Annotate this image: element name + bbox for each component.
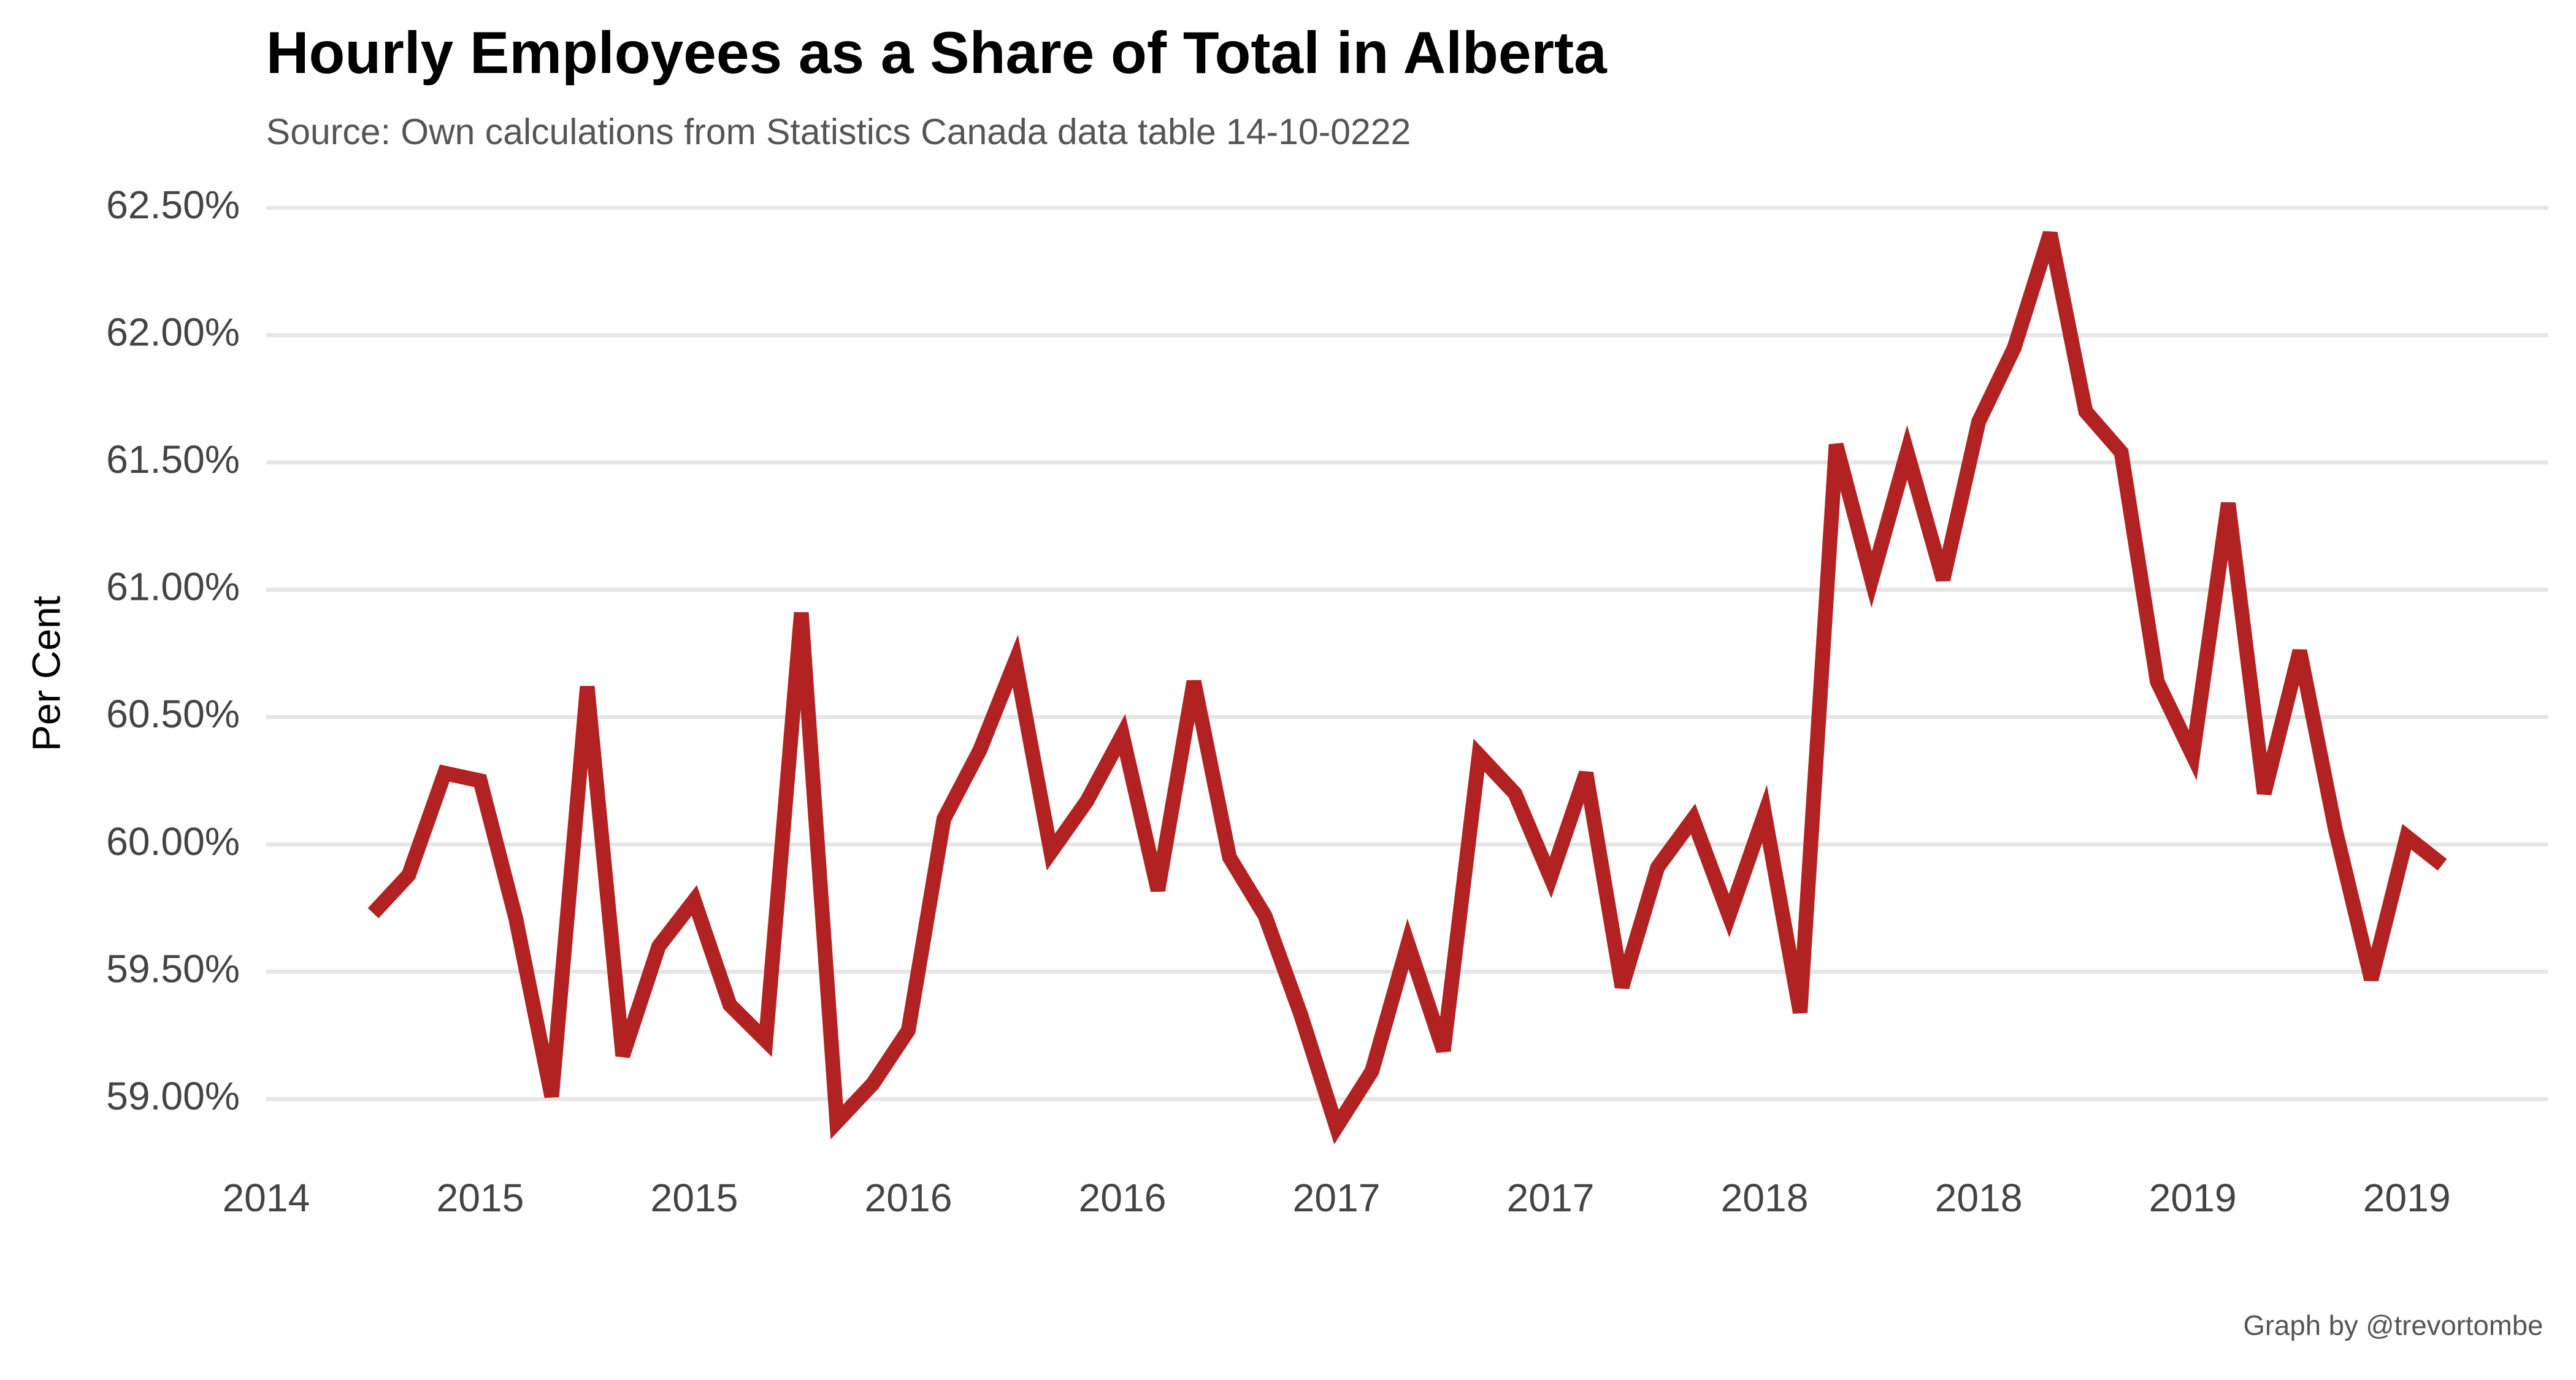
y-tick-label: 62.50%	[106, 183, 240, 227]
chart-subtitle: Source: Own calculations from Statistics…	[266, 112, 1411, 152]
chart-title: Hourly Employees as a Share of Total in …	[266, 20, 1608, 86]
x-tick-label: 2017	[1293, 1176, 1381, 1220]
data-line	[367, 231, 2447, 1144]
y-tick-label: 62.00%	[106, 310, 240, 354]
x-tick-label: 2015	[436, 1176, 524, 1220]
x-tick-label: 2017	[1507, 1176, 1595, 1220]
y-tick-label: 59.00%	[106, 1074, 240, 1118]
x-tick-label: 2014	[222, 1176, 310, 1220]
y-axis-label: Per Cent	[24, 596, 68, 751]
y-tick-label: 59.50%	[106, 946, 240, 991]
y-tick-label: 60.00%	[106, 819, 240, 864]
x-tick-label: 2018	[1721, 1176, 1809, 1220]
x-tick-label: 2019	[2149, 1176, 2237, 1220]
x-tick-label: 2019	[2363, 1176, 2451, 1220]
y-tick-label: 61.50%	[106, 437, 240, 481]
y-tick-label: 61.00%	[106, 565, 240, 609]
x-tick-label: 2016	[1079, 1176, 1167, 1220]
x-tick-label: 2018	[1935, 1176, 2023, 1220]
caption: Graph by @trevortombe	[2244, 1309, 2543, 1341]
x-tick-label: 2015	[650, 1176, 738, 1220]
x-tick-label: 2016	[864, 1176, 952, 1220]
y-tick-label: 60.50%	[106, 692, 240, 736]
